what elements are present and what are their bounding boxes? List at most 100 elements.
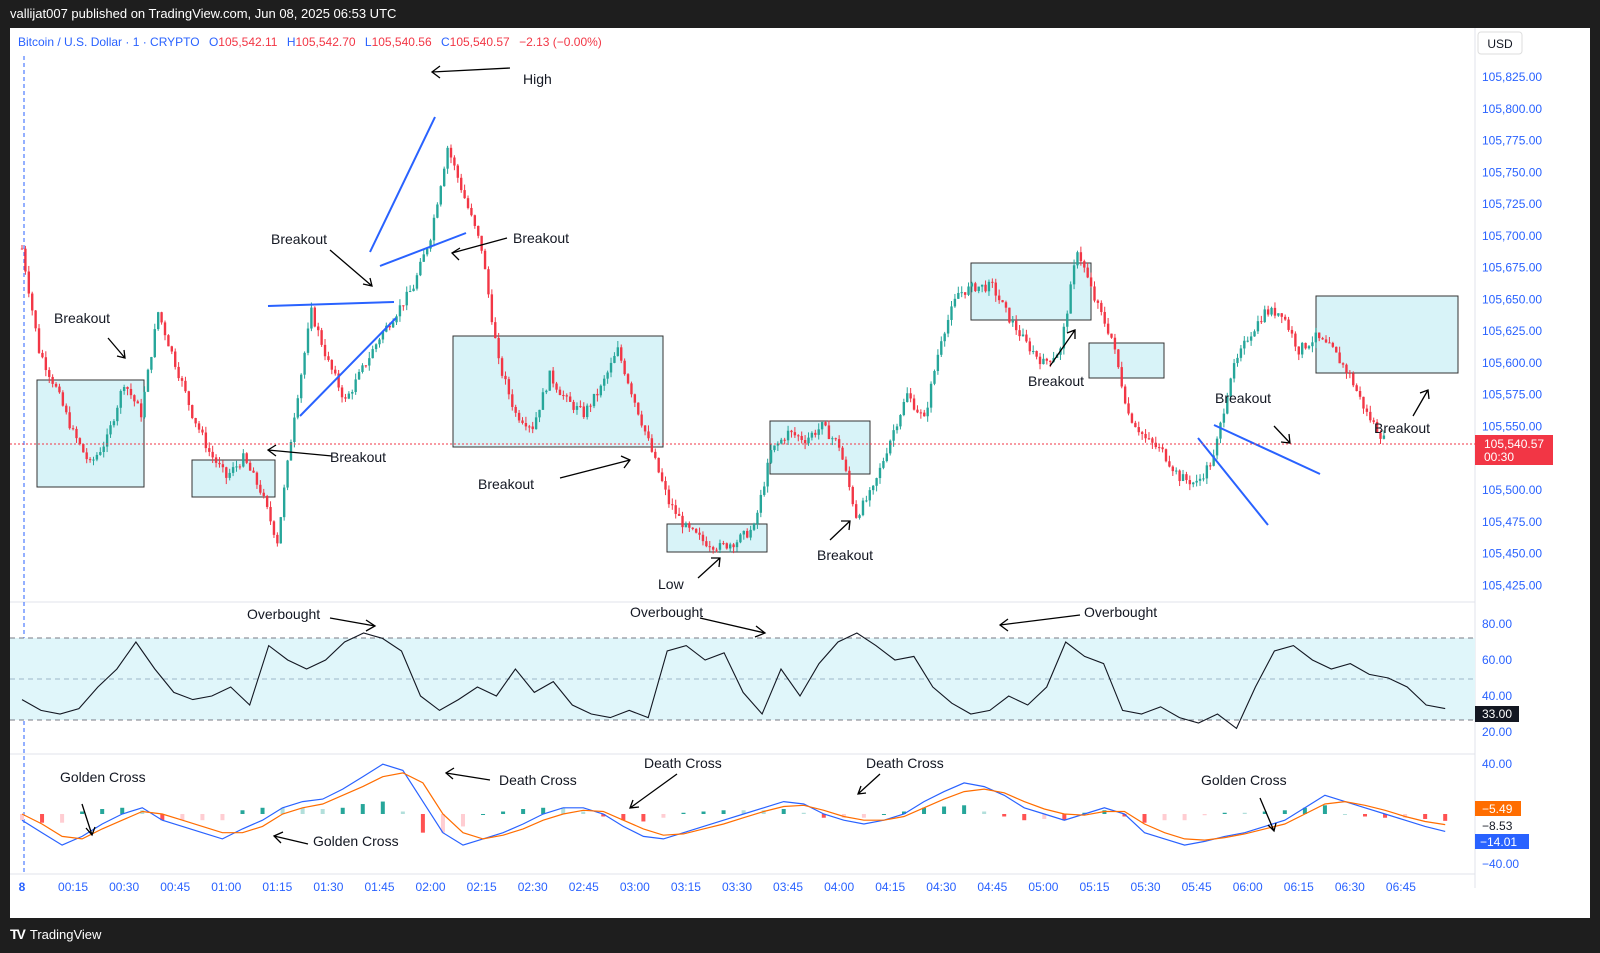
candle-body — [303, 352, 306, 375]
candle-body — [541, 392, 545, 410]
chart-area[interactable]: Bitcoin / U.S. Dollar · 1 · CRYPTO O105,… — [10, 28, 1590, 918]
candle-body — [429, 240, 432, 249]
candle-body — [837, 439, 841, 448]
candle-body — [684, 523, 688, 528]
candle-body — [211, 451, 214, 458]
candle-body — [565, 395, 568, 397]
chart-svg[interactable]: Bitcoin / U.S. Dollar · 1 · CRYPTO O105,… — [10, 28, 1590, 918]
candle-body — [1253, 331, 1256, 337]
macd-histogram-bar — [1322, 805, 1327, 814]
candle-body — [1161, 447, 1164, 450]
candle-body — [129, 388, 133, 396]
candle-body — [820, 422, 824, 430]
candle-body — [1246, 340, 1249, 342]
candle-body — [354, 379, 357, 392]
candle-body — [494, 322, 497, 339]
candle-body — [391, 322, 395, 328]
currency-box[interactable] — [1477, 31, 1523, 55]
candle-body — [463, 190, 466, 199]
last-price-badge — [1475, 435, 1553, 465]
trendline-wedge-upper[interactable] — [1213, 424, 1321, 475]
candle-body — [514, 406, 517, 413]
ohlc-close-label: C — [441, 35, 450, 49]
candle-body — [269, 506, 272, 522]
range-box-7[interactable] — [1088, 342, 1165, 379]
candle-body — [871, 485, 875, 491]
candle-body — [997, 295, 1001, 301]
range-box-1[interactable] — [36, 379, 145, 488]
candle-body — [1382, 435, 1386, 439]
price-axis-tick-label: 105,700.00 — [1482, 229, 1542, 243]
candle-body — [1042, 358, 1045, 365]
candle-body — [953, 298, 957, 307]
candle-body — [1345, 364, 1348, 373]
candle-body — [1358, 391, 1362, 397]
candle-body — [521, 420, 524, 424]
candle-body — [1117, 349, 1120, 368]
candle-body — [340, 387, 344, 398]
consolidation-boxes — [36, 262, 1459, 553]
candle-body — [596, 393, 599, 396]
candle-body — [1198, 478, 1202, 481]
candle-body — [875, 478, 878, 486]
range-box-3[interactable] — [452, 335, 664, 448]
candle-body — [174, 351, 177, 367]
candle-body — [991, 281, 994, 283]
candle-body — [255, 472, 259, 485]
candle-body — [449, 147, 453, 158]
candle-body — [1219, 422, 1222, 439]
candle-body — [1144, 433, 1147, 439]
macd-line-badge — [1475, 834, 1529, 849]
range-box-8[interactable] — [1315, 295, 1459, 374]
candle-body — [698, 532, 701, 535]
candle-body — [1096, 300, 1100, 303]
candle-body — [1202, 478, 1205, 480]
price-axis-tick-label: 105,550.00 — [1482, 419, 1542, 433]
candle-body — [1300, 342, 1304, 355]
macd-histogram-bar — [440, 814, 445, 833]
macd-histogram-bar — [200, 814, 205, 821]
price-axis-tick-label: 105,450.00 — [1482, 547, 1542, 561]
candle-body — [551, 370, 555, 384]
candle-body — [330, 359, 334, 370]
arrow-breakout-1 — [107, 337, 126, 359]
candle-body — [1294, 333, 1297, 347]
candle-body — [950, 306, 953, 320]
candle-body — [773, 445, 776, 451]
trendline-resistance-1[interactable] — [267, 301, 395, 307]
trendline-rise-lower[interactable] — [379, 232, 467, 267]
arrow-golden-cross-3 — [1259, 797, 1277, 833]
candle-body — [630, 383, 633, 395]
candle-body — [139, 403, 143, 418]
candle-body — [334, 369, 337, 374]
trendline-rise[interactable] — [369, 116, 436, 253]
candle-body — [337, 373, 340, 388]
candle-body — [143, 391, 146, 418]
candle-body — [242, 453, 245, 467]
candle-body — [279, 517, 282, 544]
trendline-support-1[interactable] — [299, 317, 397, 417]
candle-body — [357, 371, 361, 380]
candle-body — [763, 486, 766, 495]
arrow-overbought-3 — [998, 614, 1081, 632]
candle-body — [395, 316, 398, 323]
candle-body — [109, 425, 112, 435]
label-breakout-6: Breakout — [817, 547, 873, 563]
candle-body — [1127, 403, 1130, 414]
candle-body — [766, 462, 769, 487]
range-box-5[interactable] — [769, 420, 871, 475]
candle-body — [599, 385, 603, 396]
macd-hist-badge — [1475, 801, 1521, 816]
candle-body — [1215, 438, 1219, 456]
label-death-cross-3: Death Cross — [866, 755, 944, 771]
candle-body — [310, 307, 313, 329]
candle-body — [252, 470, 255, 473]
time-axis-tick-label: 06:30 — [1335, 880, 1365, 894]
candle-body — [885, 453, 889, 462]
macd-histogram-bar — [260, 807, 265, 814]
candle-body — [534, 417, 538, 430]
candle-body — [1222, 413, 1226, 423]
trendline-wedge-lower[interactable] — [1197, 437, 1269, 526]
candle-body — [1079, 252, 1083, 262]
candle-body — [1195, 480, 1198, 483]
